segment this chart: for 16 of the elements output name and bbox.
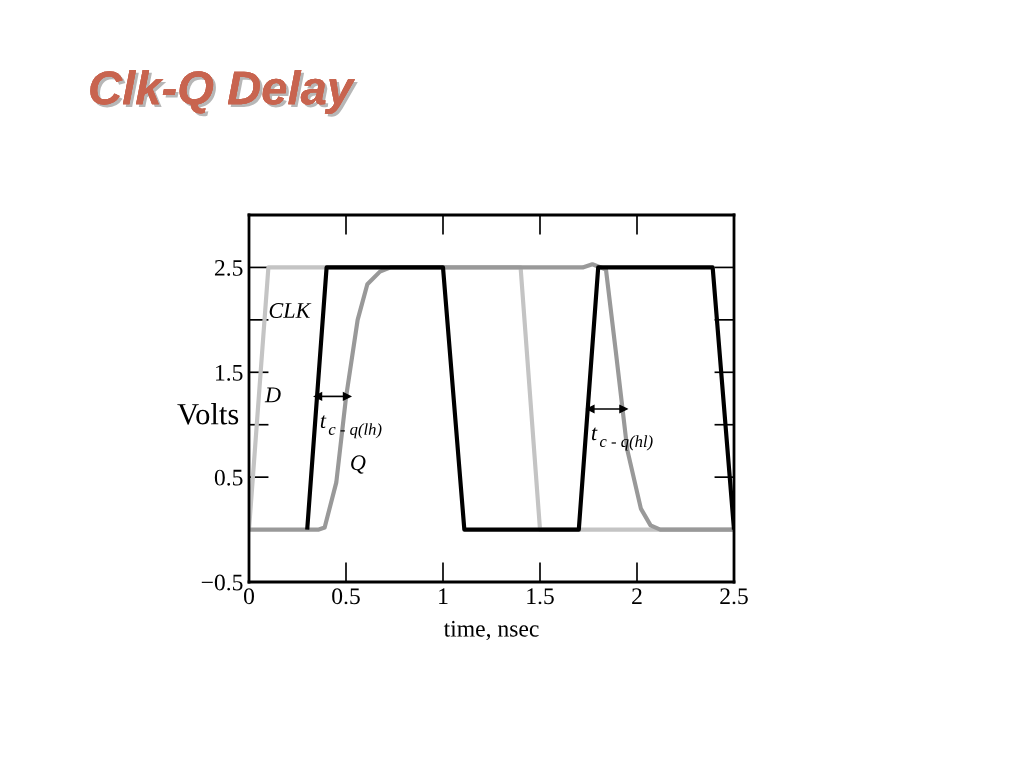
y-axis-title: Volts — [177, 402, 239, 425]
x-tick-label: 1 — [439, 588, 448, 604]
y-tick-label: 0.5 — [214, 469, 243, 486]
y-tick-label: 1.5 — [216, 364, 243, 381]
x-tick-label: 1.5 — [527, 588, 554, 605]
chart-title: Clk-Q Delay — [90, 69, 358, 117]
x-tick-label: 2.5 — [720, 588, 748, 605]
x-tick-label: 2 — [632, 588, 642, 604]
x-tick-label: 0.5 — [332, 588, 360, 605]
x-tick-label: 0 — [244, 588, 254, 605]
y-tick-label: −0.5 — [201, 574, 243, 591]
annotation: Q — [351, 455, 366, 474]
annotation: D — [264, 387, 281, 403]
annotation: CLK — [269, 303, 312, 318]
y-tick-label: 2.5 — [214, 259, 243, 276]
x-axis-title: time, nsec — [443, 620, 539, 641]
